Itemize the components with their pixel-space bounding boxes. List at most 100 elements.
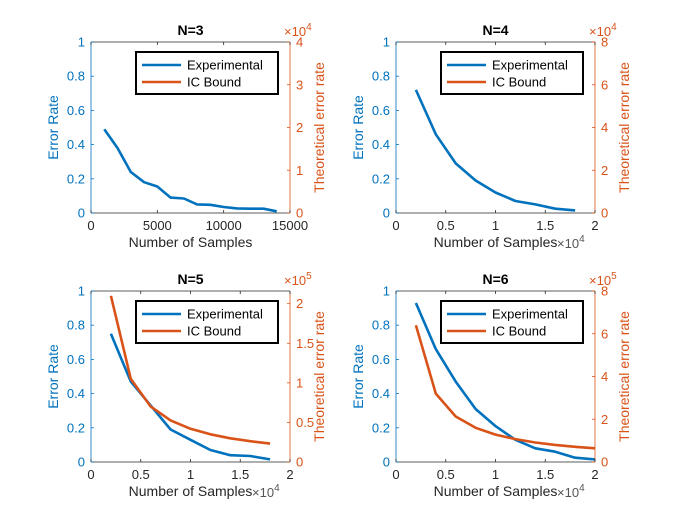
x-tick-label: 0 [392, 467, 399, 482]
x-axis-label: Number of Samples [434, 234, 558, 250]
y-tick-label: 0.8 [372, 69, 390, 84]
y-right-tick-label: 3 [296, 77, 303, 92]
legend-label: Experimental [187, 307, 263, 322]
y-right-axis-label: Theoretical error rate [616, 311, 632, 442]
legend-label: IC Bound [492, 324, 546, 339]
y-tick-label: 0 [78, 206, 85, 221]
y-axis-label: Error Rate [350, 344, 366, 409]
y-tick-label: 1 [383, 284, 390, 299]
x-tick-label: 0.5 [437, 467, 455, 482]
x-tick-label: 0.5 [132, 467, 150, 482]
x-tick-label: 2 [286, 467, 293, 482]
x-exponent: ×104 [252, 483, 280, 500]
y-right-tick-label: 0.5 [296, 415, 314, 430]
panel-3: 0 0.5 1 1.5 200.20.40.60.8100.511.52×105×104… [45, 271, 327, 500]
x-axis-label: Number of Samples [434, 483, 558, 499]
chart-title: N=5 [177, 271, 203, 287]
x-tick-label: 1 [492, 467, 499, 482]
y-right-tick-label: 2 [601, 163, 608, 178]
x-axis-label: Number of Samples [129, 483, 253, 499]
y-right-tick-label: 0 [296, 206, 303, 221]
legend-label: IC Bound [492, 75, 546, 90]
x-tick-label: 2 [591, 218, 598, 233]
y-axis-label: Error Rate [45, 344, 61, 409]
x-tick-label: 1.5 [231, 467, 249, 482]
y-right-tick-label: 1 [296, 375, 303, 390]
y-right-exponent: ×104 [284, 22, 312, 39]
panel-2: 0 0.5 1 1.5 200.20.40.60.8102468×104×104N=4N… [350, 22, 632, 251]
y-right-tick-label: 2 [601, 412, 608, 427]
y-right-axis-label: Theoretical error rate [616, 62, 632, 193]
y-tick-label: 0.2 [372, 420, 390, 435]
y-tick-label: 0.2 [67, 420, 85, 435]
series-line-experimental [414, 302, 596, 461]
x-tick-label: 1.5 [536, 218, 554, 233]
y-tick-label: 0.6 [67, 103, 85, 118]
y-tick-label: 0.6 [372, 103, 390, 118]
legend-label: Experimental [492, 307, 568, 322]
legend-box [135, 51, 279, 95]
y-tick-label: 0.4 [372, 386, 390, 401]
y-right-exponent: ×104 [589, 22, 617, 39]
y-right-tick-label: 1 [296, 163, 303, 178]
x-tick-label: 1.5 [536, 467, 554, 482]
y-tick-label: 1 [78, 35, 85, 50]
y-tick-label: 0 [78, 455, 85, 470]
x-tick-label: 0 [87, 218, 94, 233]
legend-label: IC Bound [187, 324, 241, 339]
y-tick-label: 0 [383, 206, 390, 221]
series-line-experimental [414, 89, 576, 212]
y-right-tick-label: 6 [601, 326, 608, 341]
y-right-tick-label: 6 [601, 77, 608, 92]
y-right-axis-label: Theoretical error rate [311, 62, 327, 193]
x-tick-label: 5000 [143, 218, 172, 233]
y-tick-label: 0.4 [67, 386, 85, 401]
y-tick-label: 0.6 [372, 352, 390, 367]
y-tick-label: 0.8 [67, 318, 85, 333]
y-right-tick-label: 0 [296, 455, 303, 470]
legend-label: IC Bound [187, 75, 241, 90]
y-right-tick-label: 1.5 [296, 336, 314, 351]
series-line-ic-bound [109, 295, 271, 445]
y-right-tick-label: 0 [601, 206, 608, 221]
y-axis-label: Error Rate [45, 95, 61, 160]
y-right-tick-label: 2 [296, 120, 303, 135]
y-right-tick-label: 0 [601, 455, 608, 470]
x-axis-label: Number of Samples [129, 234, 253, 250]
y-tick-label: 1 [383, 35, 390, 50]
y-tick-label: 0.2 [372, 171, 390, 186]
y-tick-label: 0.6 [67, 352, 85, 367]
legend: Experimental IC Bound [135, 51, 279, 95]
legend-label: Experimental [492, 58, 568, 73]
chart-title: N=3 [177, 22, 203, 38]
series-line-experimental [103, 128, 277, 213]
y-right-exponent: ×105 [284, 271, 312, 288]
y-right-tick-label: 8 [601, 284, 608, 299]
x-tick-label: 1 [492, 218, 499, 233]
y-right-tick-label: 4 [296, 35, 303, 50]
y-tick-label: 0.8 [67, 69, 85, 84]
legend: Experimental IC Bound [440, 51, 584, 95]
panel-1: 0 5000 10000 1500000.20.40.60.8101234×104N=… [45, 22, 327, 250]
x-tick-label: 15000 [272, 218, 308, 233]
legend: Experimental IC Bound [440, 300, 584, 344]
x-tick-label: 0.5 [437, 218, 455, 233]
y-tick-label: 0.4 [67, 137, 85, 152]
legend-box [440, 51, 584, 95]
legend-box [135, 300, 279, 344]
y-right-tick-label: 4 [601, 369, 608, 384]
chart-title: N=6 [482, 271, 508, 287]
x-tick-label: 2 [591, 467, 598, 482]
y-right-tick-label: 8 [601, 35, 608, 50]
y-tick-label: 0 [383, 455, 390, 470]
x-exponent: ×104 [557, 234, 585, 251]
x-tick-label: 0 [392, 218, 399, 233]
panel-4: 0 0.5 1 1.5 200.20.40.60.8102468×105×104N=6N… [350, 271, 632, 500]
y-tick-label: 0.4 [372, 137, 390, 152]
y-right-axis-label: Theoretical error rate [311, 311, 327, 442]
series-line-ic-bound [414, 324, 596, 450]
legend-label: Experimental [187, 58, 263, 73]
x-tick-label: 10000 [206, 218, 242, 233]
y-axis-label: Error Rate [350, 95, 366, 160]
